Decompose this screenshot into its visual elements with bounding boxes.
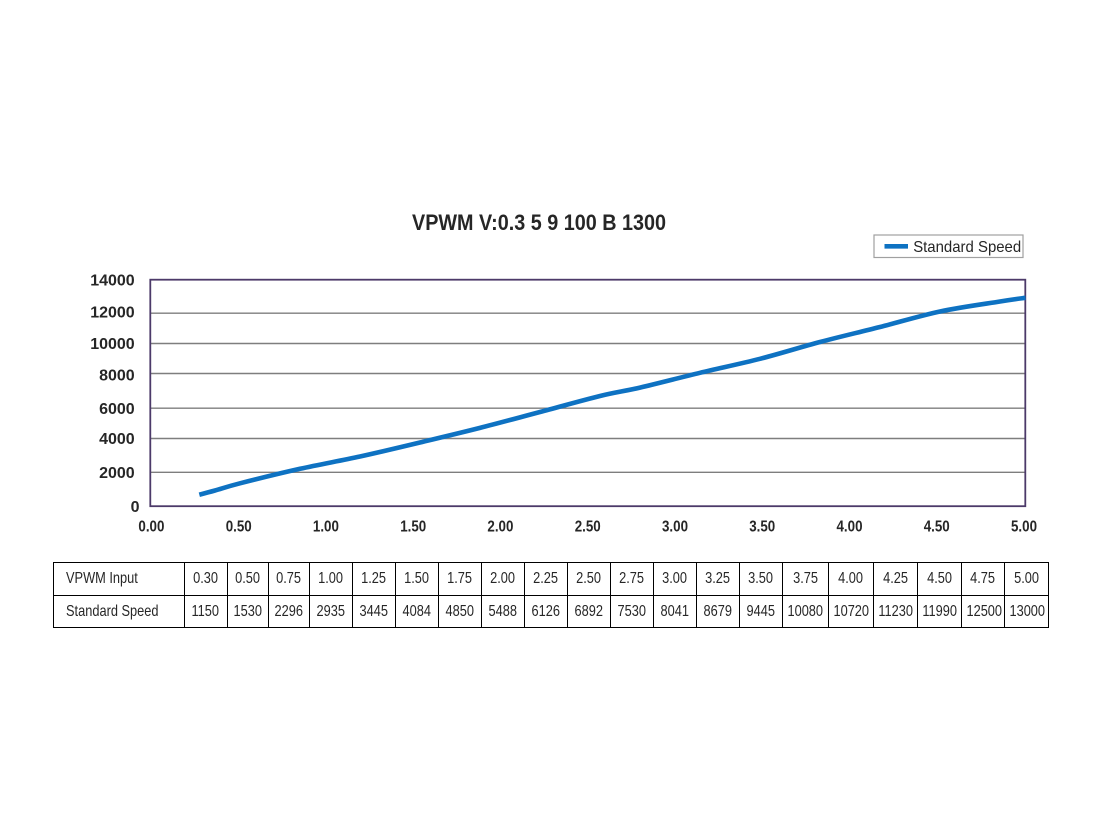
svg-text:14000: 14000 bbox=[90, 272, 135, 289]
svg-text:4.00: 4.00 bbox=[837, 519, 863, 536]
svg-text:6000: 6000 bbox=[99, 401, 135, 418]
svg-text:Standard Speed: Standard Speed bbox=[913, 239, 1021, 256]
svg-text:3.50: 3.50 bbox=[749, 519, 775, 536]
svg-text:2.00: 2.00 bbox=[487, 519, 513, 536]
svg-text:3.00: 3.00 bbox=[662, 519, 688, 536]
svg-text:0.50: 0.50 bbox=[226, 519, 252, 536]
svg-text:5.00: 5.00 bbox=[1011, 519, 1037, 536]
svg-text:1.00: 1.00 bbox=[313, 519, 339, 536]
svg-text:0.00: 0.00 bbox=[138, 519, 164, 536]
svg-text:2000: 2000 bbox=[99, 465, 135, 482]
svg-text:10000: 10000 bbox=[90, 336, 135, 353]
svg-text:12000: 12000 bbox=[90, 304, 135, 321]
svg-text:2.50: 2.50 bbox=[575, 519, 601, 536]
svg-text:1.50: 1.50 bbox=[400, 519, 426, 536]
svg-text:VPWM V:0.3 5 9 100 B 1300: VPWM V:0.3 5 9 100 B 1300 bbox=[412, 210, 666, 235]
svg-text:0: 0 bbox=[131, 499, 140, 516]
svg-text:8000: 8000 bbox=[99, 367, 135, 384]
svg-text:4000: 4000 bbox=[99, 431, 135, 448]
svg-text:4.50: 4.50 bbox=[924, 519, 950, 536]
